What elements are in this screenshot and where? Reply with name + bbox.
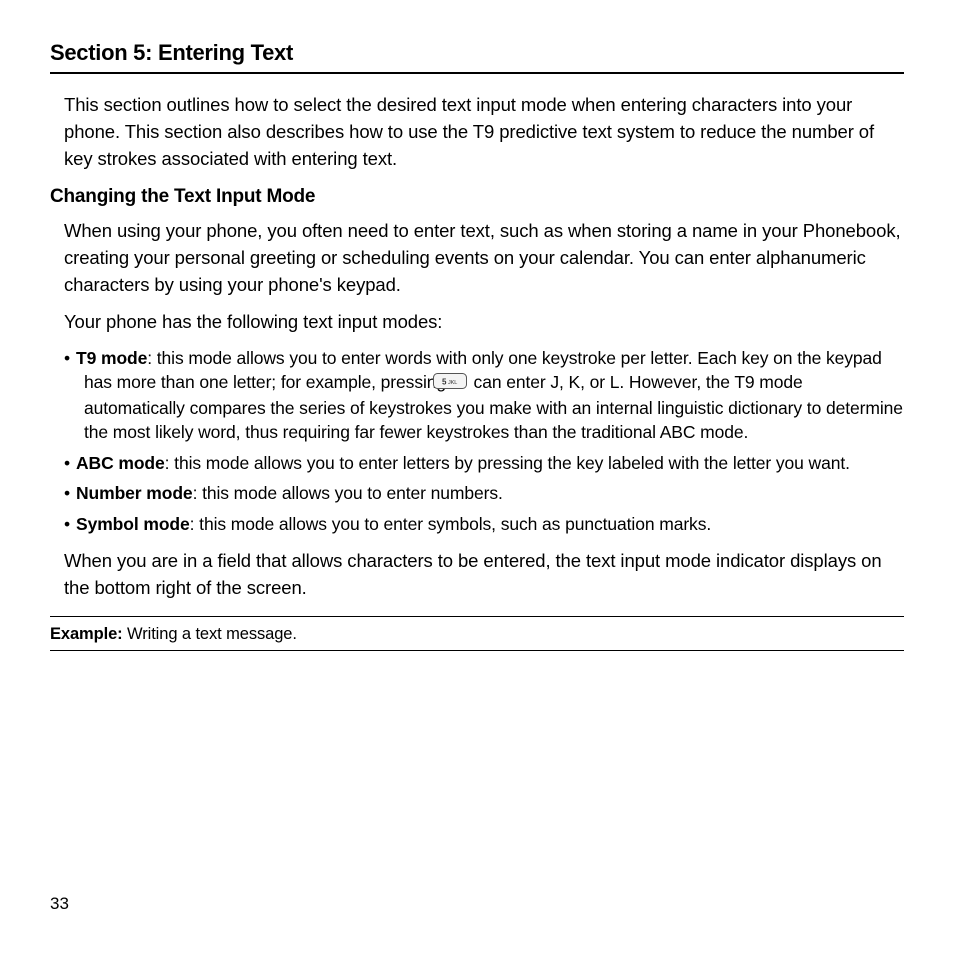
list-item-number: •Number mode: this mode allows you to en… [64,481,904,506]
section-title: Section 5: Entering Text [50,40,904,66]
bullet-icon: • [64,346,76,371]
example-rule-bottom [50,650,904,651]
svg-text:5: 5 [442,378,447,387]
key-5jkl-icon: 5JKL [453,371,467,396]
example-line: Example: Writing a text message. [50,623,904,650]
section-rule [50,72,904,74]
page-number: 33 [50,894,69,914]
subheading-changing-mode: Changing the Text Input Mode [50,186,904,208]
list-item-abc: •ABC mode: this mode allows you to enter… [64,451,904,476]
mode-text-abc: : this mode allows you to enter letters … [165,453,850,473]
list-item-symbol: •Symbol mode: this mode allows you to en… [64,512,904,537]
example-rule-top [50,616,904,617]
mode-text-symbol: : this mode allows you to enter symbols,… [190,514,711,534]
mode-text-number: : this mode allows you to enter numbers. [193,483,503,503]
bullet-icon: • [64,451,76,476]
example-label: Example: [50,625,123,643]
mode-label-symbol: Symbol mode [76,514,190,534]
para-usage: When using your phone, you often need to… [50,218,904,298]
mode-label-t9: T9 mode [76,348,147,368]
para-modes-intro: Your phone has the following text input … [50,309,904,336]
list-item-t9: •T9 mode: this mode allows you to enter … [64,346,904,445]
section-intro: This section outlines how to select the … [50,92,904,172]
svg-text:JKL: JKL [448,380,457,386]
mode-label-number: Number mode [76,483,193,503]
bullet-icon: • [64,512,76,537]
modes-list: •T9 mode: this mode allows you to enter … [50,346,904,537]
example-text: Writing a text message. [123,625,297,643]
bullet-icon: • [64,481,76,506]
para-indicator: When you are in a field that allows char… [50,548,904,602]
mode-label-abc: ABC mode [76,453,165,473]
